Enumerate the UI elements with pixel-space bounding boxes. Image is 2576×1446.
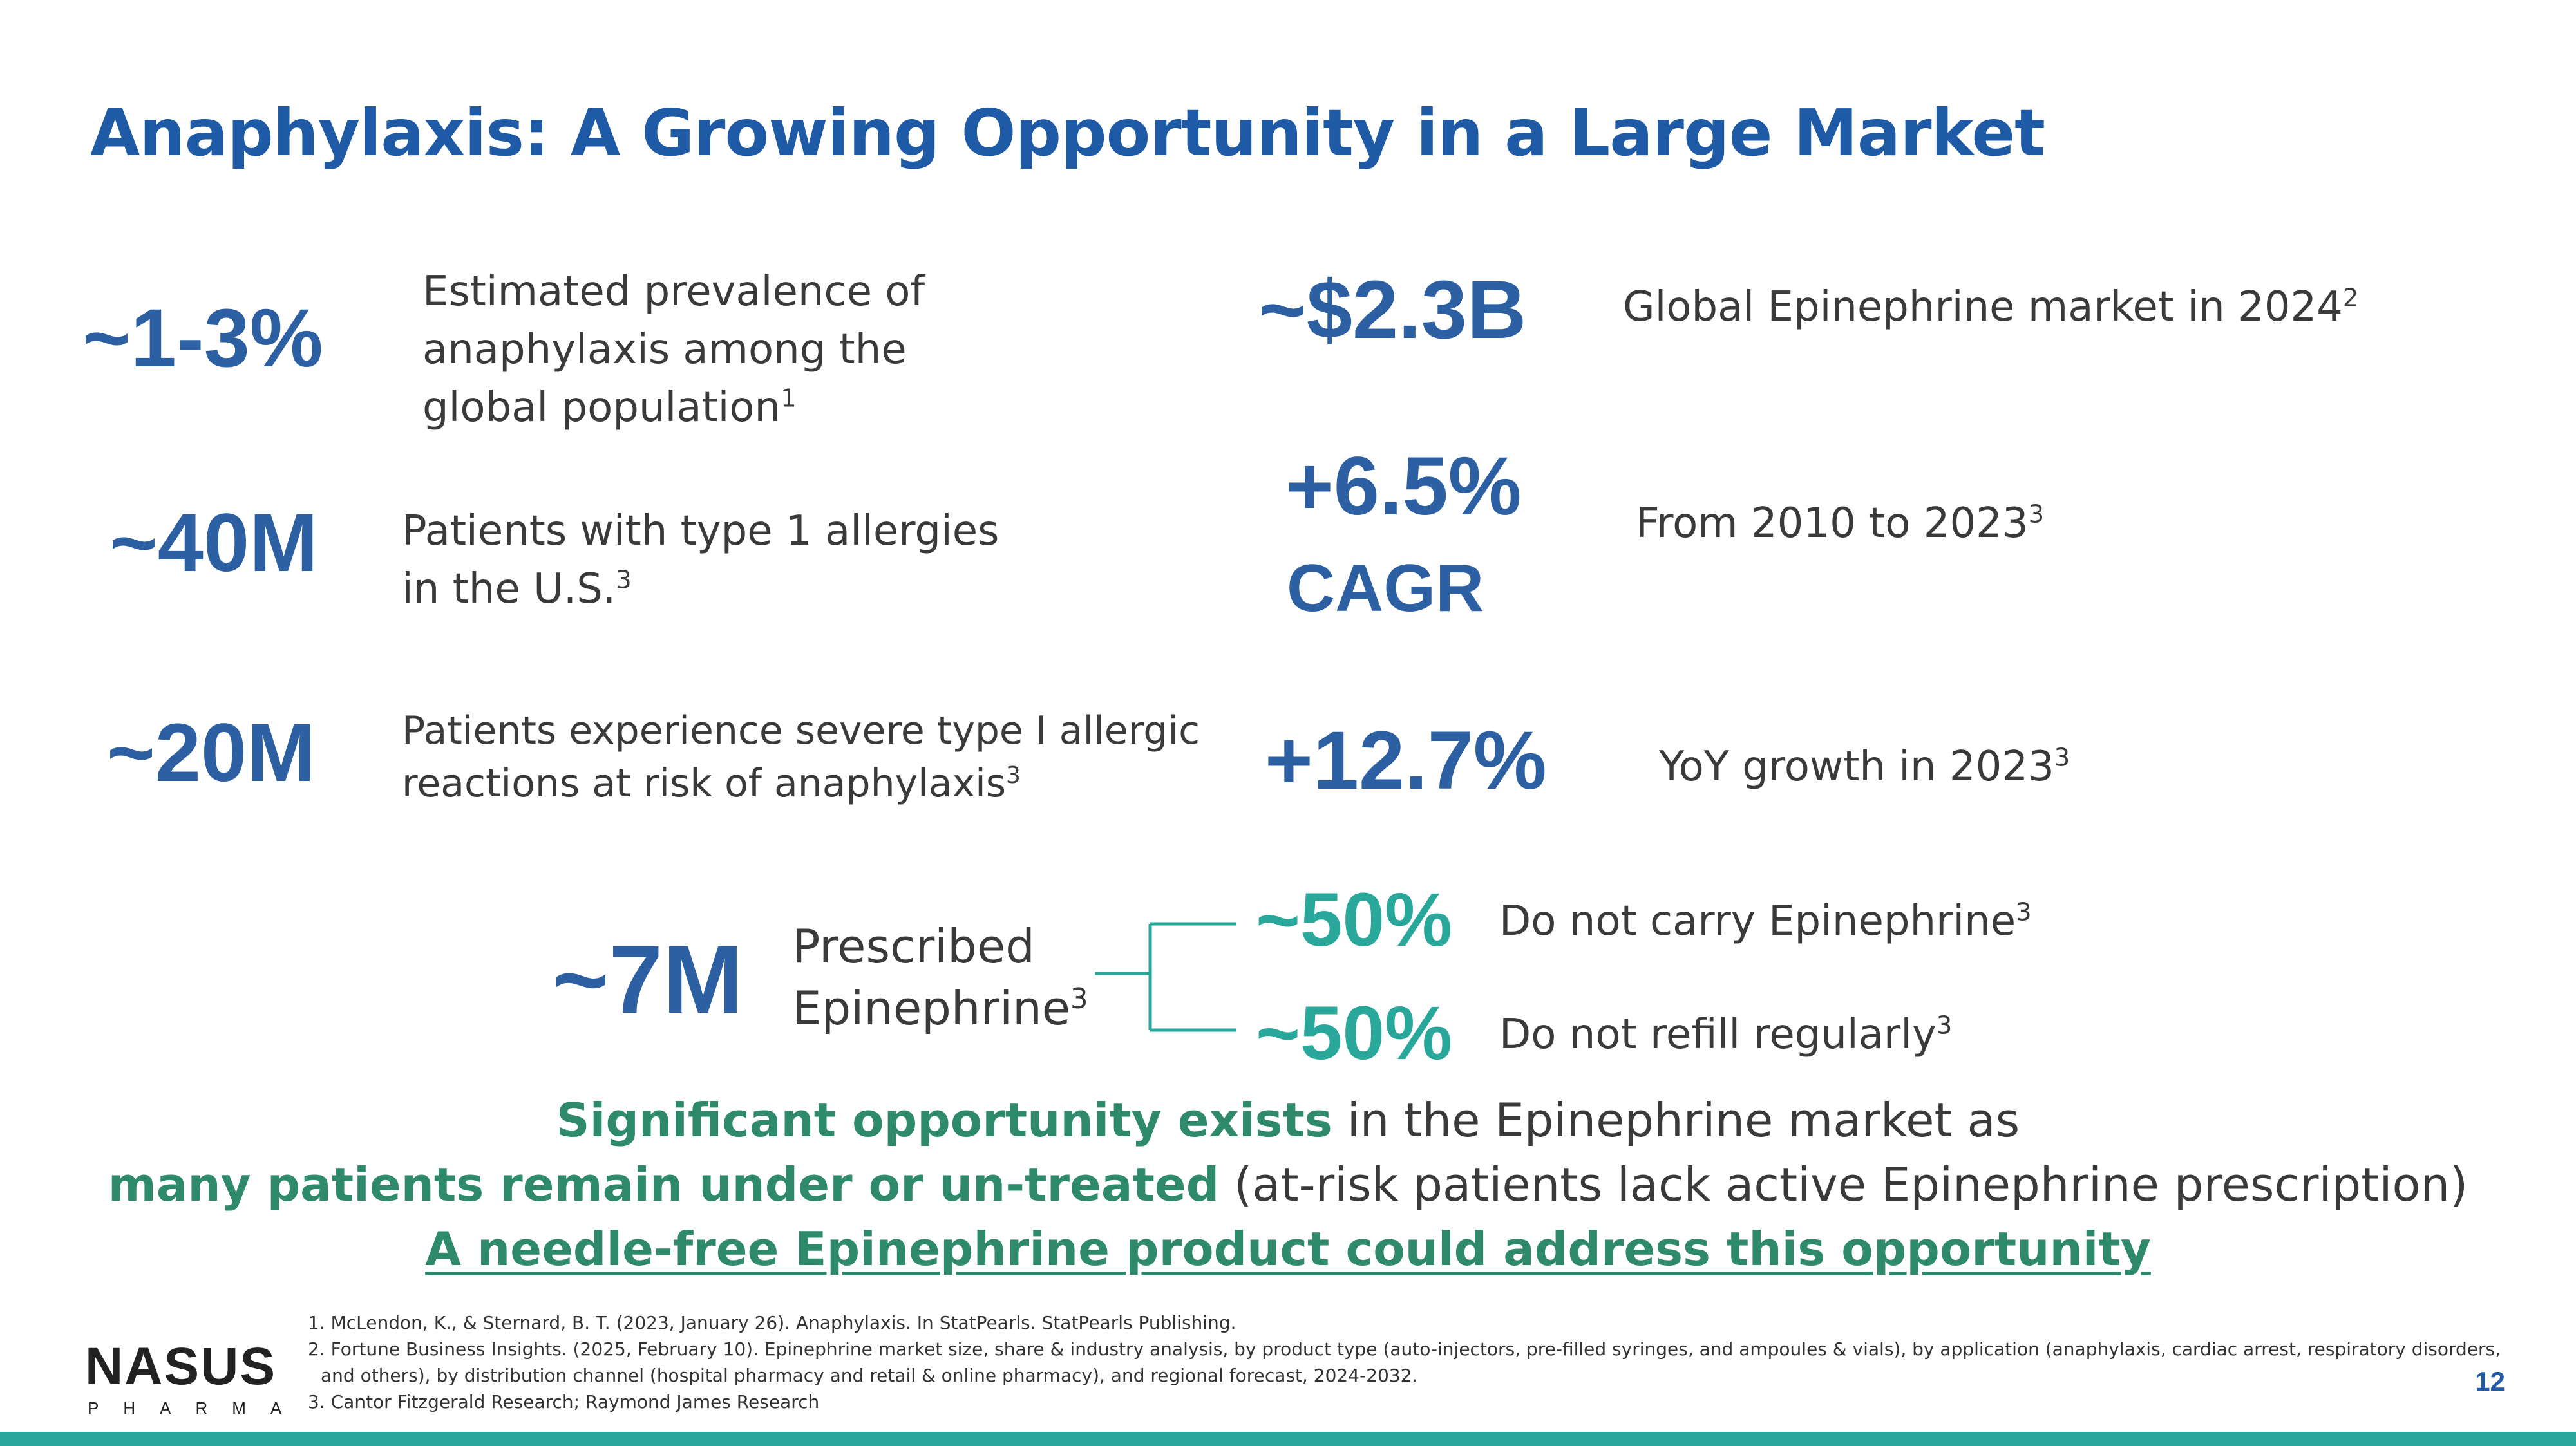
footnote-ref: 1 [781, 384, 797, 413]
reference-item: and others), by distribution channel (ho… [321, 1365, 1418, 1386]
bottom-accent-bar [0, 1432, 2576, 1446]
stat-prevalence-desc: Estimated prevalence of anaphylaxis amon… [422, 263, 925, 437]
stat-market-value: ~$2.3B [1258, 264, 1527, 356]
stat-yoy-desc: YoY growth in 20233 [1659, 743, 2070, 791]
desc-line: Epinephrine3 [792, 981, 1088, 1035]
desc-line: Patients experience severe type I allerg… [402, 708, 1200, 753]
logo-subtitle: PHARMA [88, 1398, 307, 1418]
desc-line: reactions at risk of anaphylaxis3 [402, 761, 1021, 806]
desc-line: anaphylaxis among the [422, 326, 907, 373]
stat-cagr-value: +6.5% [1285, 440, 1522, 532]
stat-not-refill-desc: Do not refill regularly3 [1499, 1011, 1953, 1058]
company-logo: NASUS PHARMA [85, 1337, 281, 1420]
footnote-ref: 3 [2028, 500, 2045, 529]
desc-line: Patients with type 1 allergies [402, 507, 999, 555]
summary-line-1: Significant opportunity exists in the Ep… [0, 1093, 2576, 1147]
stat-prevalence-value: ~1-3% [82, 292, 323, 384]
footnote-ref: 3 [1006, 762, 1021, 789]
desc-line: global population1 [422, 384, 797, 431]
reference-item: 1. McLendon, K., & Sternard, B. T. (2023… [308, 1312, 1236, 1333]
reference-item: 2. Fortune Business Insights. (2025, Feb… [308, 1338, 2501, 1360]
slide-title: Anaphylaxis: A Growing Opportunity in a … [90, 95, 2045, 171]
page-number: 12 [2475, 1366, 2505, 1396]
desc-line: Estimated prevalence of [422, 268, 925, 315]
desc-line: in the U.S.3 [402, 565, 632, 613]
desc-line: Prescribed [792, 919, 1035, 973]
summary-line-2: many patients remain under or un-treated… [0, 1158, 2576, 1212]
footnote-ref: 3 [616, 565, 632, 595]
footnote-ref: 3 [1070, 983, 1088, 1015]
reference-item: 3. Cantor Fitzgerald Research; Raymond J… [308, 1391, 820, 1413]
stat-cagr-label: CAGR [1287, 551, 1484, 626]
summary-highlight: Significant opportunity exists [556, 1093, 1332, 1147]
branch-connector [1095, 922, 1236, 1032]
footnote-ref: 3 [2016, 897, 2032, 927]
summary-text: (at-risk patients lack active Epinephrin… [1219, 1158, 2468, 1212]
stat-market-desc: Global Epinephrine market in 20242 [1623, 283, 2359, 331]
stat-yoy-value: +12.7% [1265, 715, 1547, 807]
summary-highlight: many patients remain under or un-treated [108, 1158, 1220, 1212]
references: 1. McLendon, K., & Sternard, B. T. (2023… [308, 1310, 2536, 1415]
footnote-ref: 3 [1936, 1011, 1953, 1040]
stat-prescribed-value: ~7M [553, 925, 743, 1033]
stat-not-carry-value: ~50% [1256, 878, 1453, 962]
stat-severe-desc: Patients experience severe type I allerg… [402, 704, 1200, 810]
stat-not-carry-desc: Do not carry Epinephrine3 [1499, 897, 2032, 945]
footnote-ref: 3 [2054, 743, 2070, 773]
footnote-ref: 2 [2342, 283, 2359, 313]
logo-wordmark: NASUS [85, 1337, 277, 1396]
summary-text: in the Epinephrine market as [1332, 1093, 2020, 1147]
summary-call-to-action: A needle-free Epinephrine product could … [425, 1222, 2151, 1276]
stat-us-allergies-desc: Patients with type 1 allergies in the U.… [402, 502, 999, 618]
summary-line-3: A needle-free Epinephrine product could … [0, 1222, 2576, 1276]
stat-prescribed-desc: Prescribed Epinephrine3 [792, 915, 1088, 1039]
stat-severe-value: ~20M [107, 707, 316, 799]
stat-us-allergies-value: ~40M [109, 497, 318, 589]
stat-cagr-desc: From 2010 to 20233 [1636, 500, 2045, 547]
stat-not-refill-value: ~50% [1256, 991, 1453, 1076]
